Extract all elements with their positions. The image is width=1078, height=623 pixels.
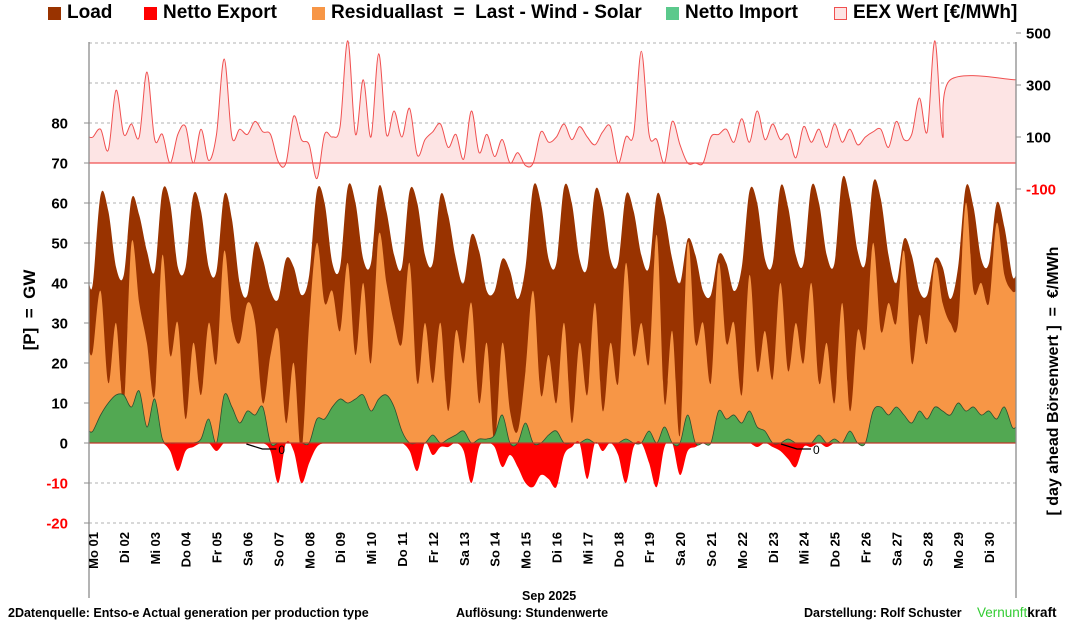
legend-item-load: Load [48, 2, 112, 24]
annotation-leader [246, 443, 277, 450]
y-left-tick-label: 70 [51, 156, 68, 173]
legend-label-netto-export: Netto Export [163, 2, 277, 23]
x-tick-label: Mi 10 [364, 532, 379, 565]
x-tick-label: Di 02 [117, 532, 132, 563]
footer-author: Darstellung: Rolf Schuster [804, 606, 962, 620]
x-tick-label: Mo 08 [302, 532, 317, 569]
y-right-tick-label: 300 [1026, 78, 1051, 95]
y-left-tick-label: -10 [46, 476, 68, 493]
series-netto-export-area [89, 440, 1016, 488]
annotation-label: 0 [278, 443, 285, 457]
y-axis-left-label: [P] = GW [20, 269, 39, 351]
x-tick-label: Mi 24 [797, 531, 812, 564]
brand-kraft: kraft [1027, 605, 1057, 620]
x-tick-label: So 28 [920, 532, 935, 567]
x-tick-label: Do 18 [611, 532, 626, 567]
brand-vernunft: Vernunft [977, 605, 1028, 620]
legend-item-residuallast: Residuallast = Last - Wind - Solar [312, 2, 642, 24]
x-tick-label: Fr 05 [210, 532, 225, 563]
x-tick-label: Do 04 [179, 531, 194, 567]
y-left-tick-label: 40 [51, 276, 68, 293]
x-tick-label: Sa 27 [889, 532, 904, 566]
y-left-tick-label: 60 [51, 196, 68, 213]
x-tick-label: Do 11 [395, 532, 410, 567]
y-right-tick-label: -100 [1026, 182, 1056, 199]
series-eex-line [88, 40, 1017, 180]
legend-label-residuallast: Residuallast = Last - Wind - Solar [331, 2, 642, 23]
legend-swatch-residuallast [312, 6, 325, 20]
series-areas [88, 40, 1017, 488]
axes [84, 32, 1021, 598]
x-tick-label: So 21 [704, 532, 719, 567]
y-right-tick-label: 500 [1026, 26, 1051, 43]
legend-item-eex: EEX Wert [€/MWh] [834, 2, 1017, 24]
x-tick-label: Do 25 [828, 532, 843, 567]
x-tick-label: Sa 06 [241, 532, 256, 566]
footer-resolution: Auflösung: Stundenwerte [456, 606, 609, 620]
legend-label-eex: EEX Wert [€/MWh] [853, 2, 1018, 23]
x-axis-title: Sep 2025 [522, 589, 577, 603]
x-tick-label: Fr 26 [859, 532, 874, 563]
legend-swatch-load [48, 6, 61, 20]
x-tick-label: Di 09 [333, 532, 348, 563]
x-tick-label: Fr 12 [426, 532, 441, 563]
legend-item-netto-export: Netto Export [144, 2, 277, 24]
legend-swatch-netto-export [144, 6, 157, 20]
y-left-tick-label: 20 [51, 356, 68, 373]
legend-item-netto-import: Netto Import [666, 2, 798, 24]
x-tick-label: Mo 15 [519, 532, 534, 569]
footer-brand: Vernunftkraft [977, 605, 1057, 620]
y-left-tick-label: 10 [51, 396, 68, 413]
y-right-tick-label: 100 [1026, 130, 1051, 147]
annotation-leader [780, 443, 811, 450]
x-tick-label: So 07 [271, 532, 286, 567]
x-tick-label: So 14 [488, 531, 503, 566]
x-tick-label: Di 23 [766, 532, 781, 563]
y-axis-right-label: [ day ahead Börsenwert ] = €/MWh [1045, 246, 1062, 516]
y-left-tick-label: 30 [51, 316, 68, 333]
series-eex-fill [89, 40, 1016, 179]
x-tick-label: Mi 17 [580, 532, 595, 565]
x-tick-label: Sa 20 [673, 532, 688, 566]
chart-legend: Load Netto Export Residuallast = Last - … [0, 0, 1078, 26]
series-residuallast-area [89, 202, 1016, 452]
x-tick-label: Fr 19 [642, 532, 657, 563]
footer-source: 2Datenquelle: Entso-e Actual generation … [8, 606, 369, 620]
x-tick-label: Mi 03 [148, 532, 163, 565]
legend-swatch-netto-import [666, 6, 679, 20]
legend-label-load: Load [67, 2, 113, 23]
annotation-label: 0 [813, 443, 820, 457]
y-left-tick-label: 50 [51, 236, 68, 253]
x-tick-label: Sa 13 [457, 532, 472, 566]
x-tick-label: Mo 29 [951, 532, 966, 569]
legend-swatch-eex [834, 6, 847, 20]
y-left-tick-label: 80 [51, 116, 68, 133]
y-left-tick-label: 0 [60, 436, 68, 453]
x-tick-label: Di 16 [550, 532, 565, 563]
x-tick-label: Mo 01 [86, 532, 101, 569]
legend-label-netto-import: Netto Import [685, 2, 798, 23]
x-tick-label: Mo 22 [735, 532, 750, 569]
x-tick-label: Di 30 [982, 532, 997, 563]
y-left-tick-label: -20 [46, 516, 68, 533]
